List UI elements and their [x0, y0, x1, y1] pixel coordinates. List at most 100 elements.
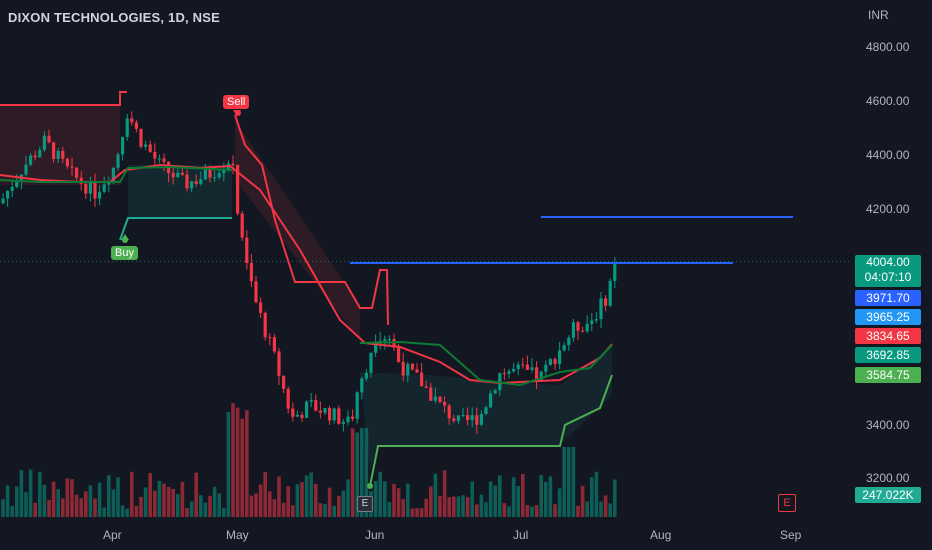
- sell-signal[interactable]: Sell: [223, 95, 250, 109]
- ma-green-line: [359, 340, 613, 387]
- buy-marker: [122, 237, 128, 243]
- volume-bar: [484, 502, 488, 517]
- volume-bar: [15, 486, 19, 517]
- volume-bar: [337, 495, 341, 517]
- volume-bar: [107, 475, 111, 517]
- candle-body: [282, 375, 286, 389]
- candle-body: [190, 181, 194, 189]
- candle-body: [369, 352, 373, 373]
- volume-bar: [613, 479, 617, 517]
- volume-bar: [286, 486, 290, 517]
- candle-body: [272, 337, 276, 352]
- candle-body: [397, 347, 401, 362]
- volume-bar: [217, 493, 221, 517]
- candle-body: [185, 174, 189, 189]
- volume-bar: [143, 487, 148, 517]
- candle-body: [217, 173, 221, 178]
- volume-bar: [102, 507, 106, 517]
- candle-body: [102, 184, 106, 192]
- volume-bar: [461, 495, 465, 517]
- candle-body: [33, 155, 37, 158]
- volume-label: 247.022K: [855, 487, 921, 503]
- candle-body: [507, 371, 511, 374]
- candle-body: [581, 330, 585, 332]
- candle-body: [433, 396, 437, 401]
- volume-bar: [208, 495, 212, 517]
- candle-body: [443, 401, 447, 406]
- candle-body: [475, 415, 479, 425]
- candle-body: [424, 386, 428, 388]
- volume-bar: [212, 486, 217, 517]
- volume-bar: [355, 432, 359, 517]
- volume-bar: [268, 491, 272, 517]
- volume-bar: [153, 490, 157, 517]
- volume-bar: [396, 488, 401, 517]
- symbol-title[interactable]: DIXON TECHNOLOGIES, 1D, NSE: [8, 10, 220, 25]
- candle-body: [553, 359, 557, 365]
- volume-bar: [84, 491, 88, 517]
- buy-signal[interactable]: Buy: [111, 246, 138, 260]
- last-price-label: 4004.00 04:07:10: [855, 255, 921, 287]
- volume-bar: [56, 489, 60, 517]
- volume-bar: [185, 508, 189, 517]
- candle-body: [125, 118, 129, 137]
- volume-bar: [557, 488, 562, 517]
- volume-bar: [74, 494, 79, 517]
- candle-body: [548, 359, 552, 365]
- volume-bar: [378, 471, 382, 517]
- volume-bar: [51, 481, 56, 517]
- volume-bar: [580, 485, 585, 517]
- volume-bar: [125, 508, 129, 517]
- volume-bar: [272, 499, 277, 517]
- bar-countdown: 04:07:10: [864, 270, 912, 284]
- time-tick: Aug: [650, 528, 672, 542]
- volume-bar: [157, 480, 162, 517]
- candle-body: [194, 181, 198, 184]
- candle-body: [594, 319, 598, 321]
- earnings-icon[interactable]: E: [357, 496, 373, 512]
- volume-bar: [562, 447, 566, 517]
- volume-bar: [203, 502, 208, 517]
- candle-body: [291, 408, 295, 417]
- earnings-icon[interactable]: E: [778, 494, 796, 512]
- volume-bar: [410, 508, 415, 517]
- volume-bar: [222, 507, 226, 517]
- volume-bar: [176, 494, 180, 517]
- buy-marker: [367, 483, 373, 489]
- volume-bar: [360, 427, 364, 517]
- long-region: [128, 165, 232, 218]
- candle-body: [364, 372, 368, 379]
- time-tick: Jul: [513, 528, 529, 542]
- candle-body: [466, 415, 470, 421]
- candle-body: [374, 341, 378, 353]
- candle-body: [222, 169, 226, 174]
- candle-body: [300, 414, 304, 418]
- price-tick: 4800.00: [866, 40, 910, 54]
- last-price-value: 4004.00: [866, 255, 910, 269]
- short-region: [0, 105, 120, 185]
- candle-body: [309, 400, 313, 402]
- volume-bar: [415, 508, 419, 517]
- volume-bar: [341, 490, 346, 517]
- volume-bar: [475, 504, 479, 517]
- candle-body: [157, 158, 161, 160]
- candle-body: [111, 167, 115, 182]
- volume-bar: [28, 469, 33, 517]
- volume-bar: [139, 496, 143, 517]
- volume-bar: [249, 495, 254, 517]
- volume-bar: [452, 496, 456, 517]
- volume-bar: [419, 508, 424, 517]
- candle-body: [263, 312, 267, 338]
- volume-bar: [534, 505, 539, 517]
- volume-bar: [576, 505, 580, 517]
- candle-body: [199, 179, 203, 184]
- candle-body: [461, 415, 465, 417]
- volume-bar: [525, 505, 530, 517]
- volume-bar: [162, 483, 166, 517]
- candle-body: [93, 181, 97, 199]
- volume-bar: [323, 504, 327, 517]
- volume-bar: [70, 479, 74, 517]
- candle-body: [277, 351, 281, 376]
